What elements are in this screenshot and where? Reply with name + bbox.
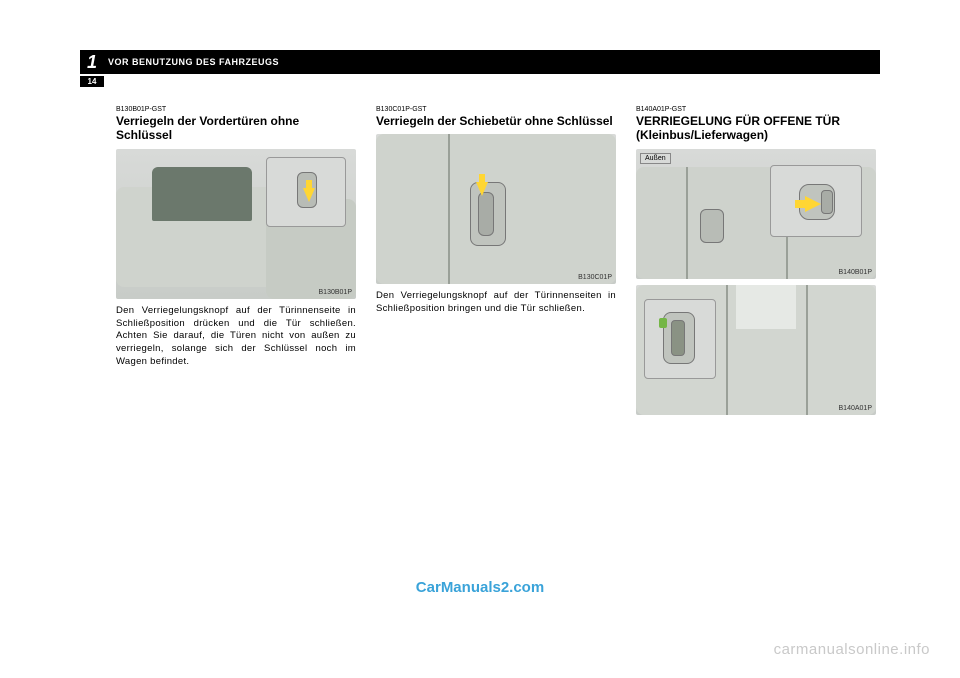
- figure-front-door: B130B01P: [116, 149, 356, 299]
- section-body: Den Verriegelungsknopf auf der Türinnens…: [116, 305, 356, 369]
- chapter-title: VOR BENUTZUNG DES FAHRZEUGS: [104, 57, 279, 67]
- badge-outer: Außen: [640, 153, 671, 164]
- arrow-down-icon: [303, 188, 315, 202]
- figure-outer: Außen B140B01P: [636, 149, 876, 279]
- section-body: Den Verriegelungsknopf auf der Türinnens…: [376, 290, 616, 316]
- inset-outer-handle: [770, 165, 862, 237]
- arrow-right-icon: [805, 196, 821, 212]
- section-code: B130B01P-GST: [116, 106, 356, 113]
- figure-inner: Innen B140A01P: [636, 285, 876, 415]
- figure-label: B130B01P: [319, 289, 352, 296]
- page-number-bar: 14: [80, 74, 880, 88]
- chapter-header: 1 VOR BENUTZUNG DES FAHRZEUGS: [80, 50, 880, 74]
- watermark-carmanuals2: CarManuals2.com: [416, 579, 544, 596]
- figure-label: B140A01P: [839, 405, 872, 412]
- section-heading: Verriegeln der Schiebetür ohne Schlüssel: [376, 114, 616, 128]
- figure-label: B140B01P: [839, 269, 872, 276]
- arrow-down-icon: [476, 182, 488, 196]
- figure-label: B130C01P: [578, 274, 612, 281]
- section-heading: VERRIEGELUNG FÜR OFFENE TÜR (Kleinbus/Li…: [636, 114, 876, 143]
- inset-inner-handle: [644, 299, 716, 379]
- inset-lock-knob: [266, 157, 346, 227]
- content-columns: B130B01P-GST Verriegeln der Vordertüren …: [80, 106, 880, 415]
- watermark-carmanualsonline: carmanualsonline.info: [774, 641, 930, 658]
- section-heading: Verriegeln der Vordertüren ohne Schlüsse…: [116, 114, 356, 143]
- chapter-number: 1: [80, 52, 104, 73]
- section-code: B140A01P-GST: [636, 106, 876, 113]
- page-number: 14: [80, 76, 104, 87]
- manual-page: 1 VOR BENUTZUNG DES FAHRZEUGS 14 B130B01…: [80, 50, 880, 415]
- column-1: B130B01P-GST Verriegeln der Vordertüren …: [116, 106, 356, 415]
- column-2: B130C01P-GST Verriegeln der Schiebetür o…: [376, 106, 616, 415]
- column-3: B140A01P-GST VERRIEGELUNG FÜR OFFENE TÜR…: [636, 106, 876, 415]
- section-code: B130C01P-GST: [376, 106, 616, 113]
- figure-sliding-door: B130C01P: [376, 134, 616, 284]
- green-indicator: [659, 318, 667, 328]
